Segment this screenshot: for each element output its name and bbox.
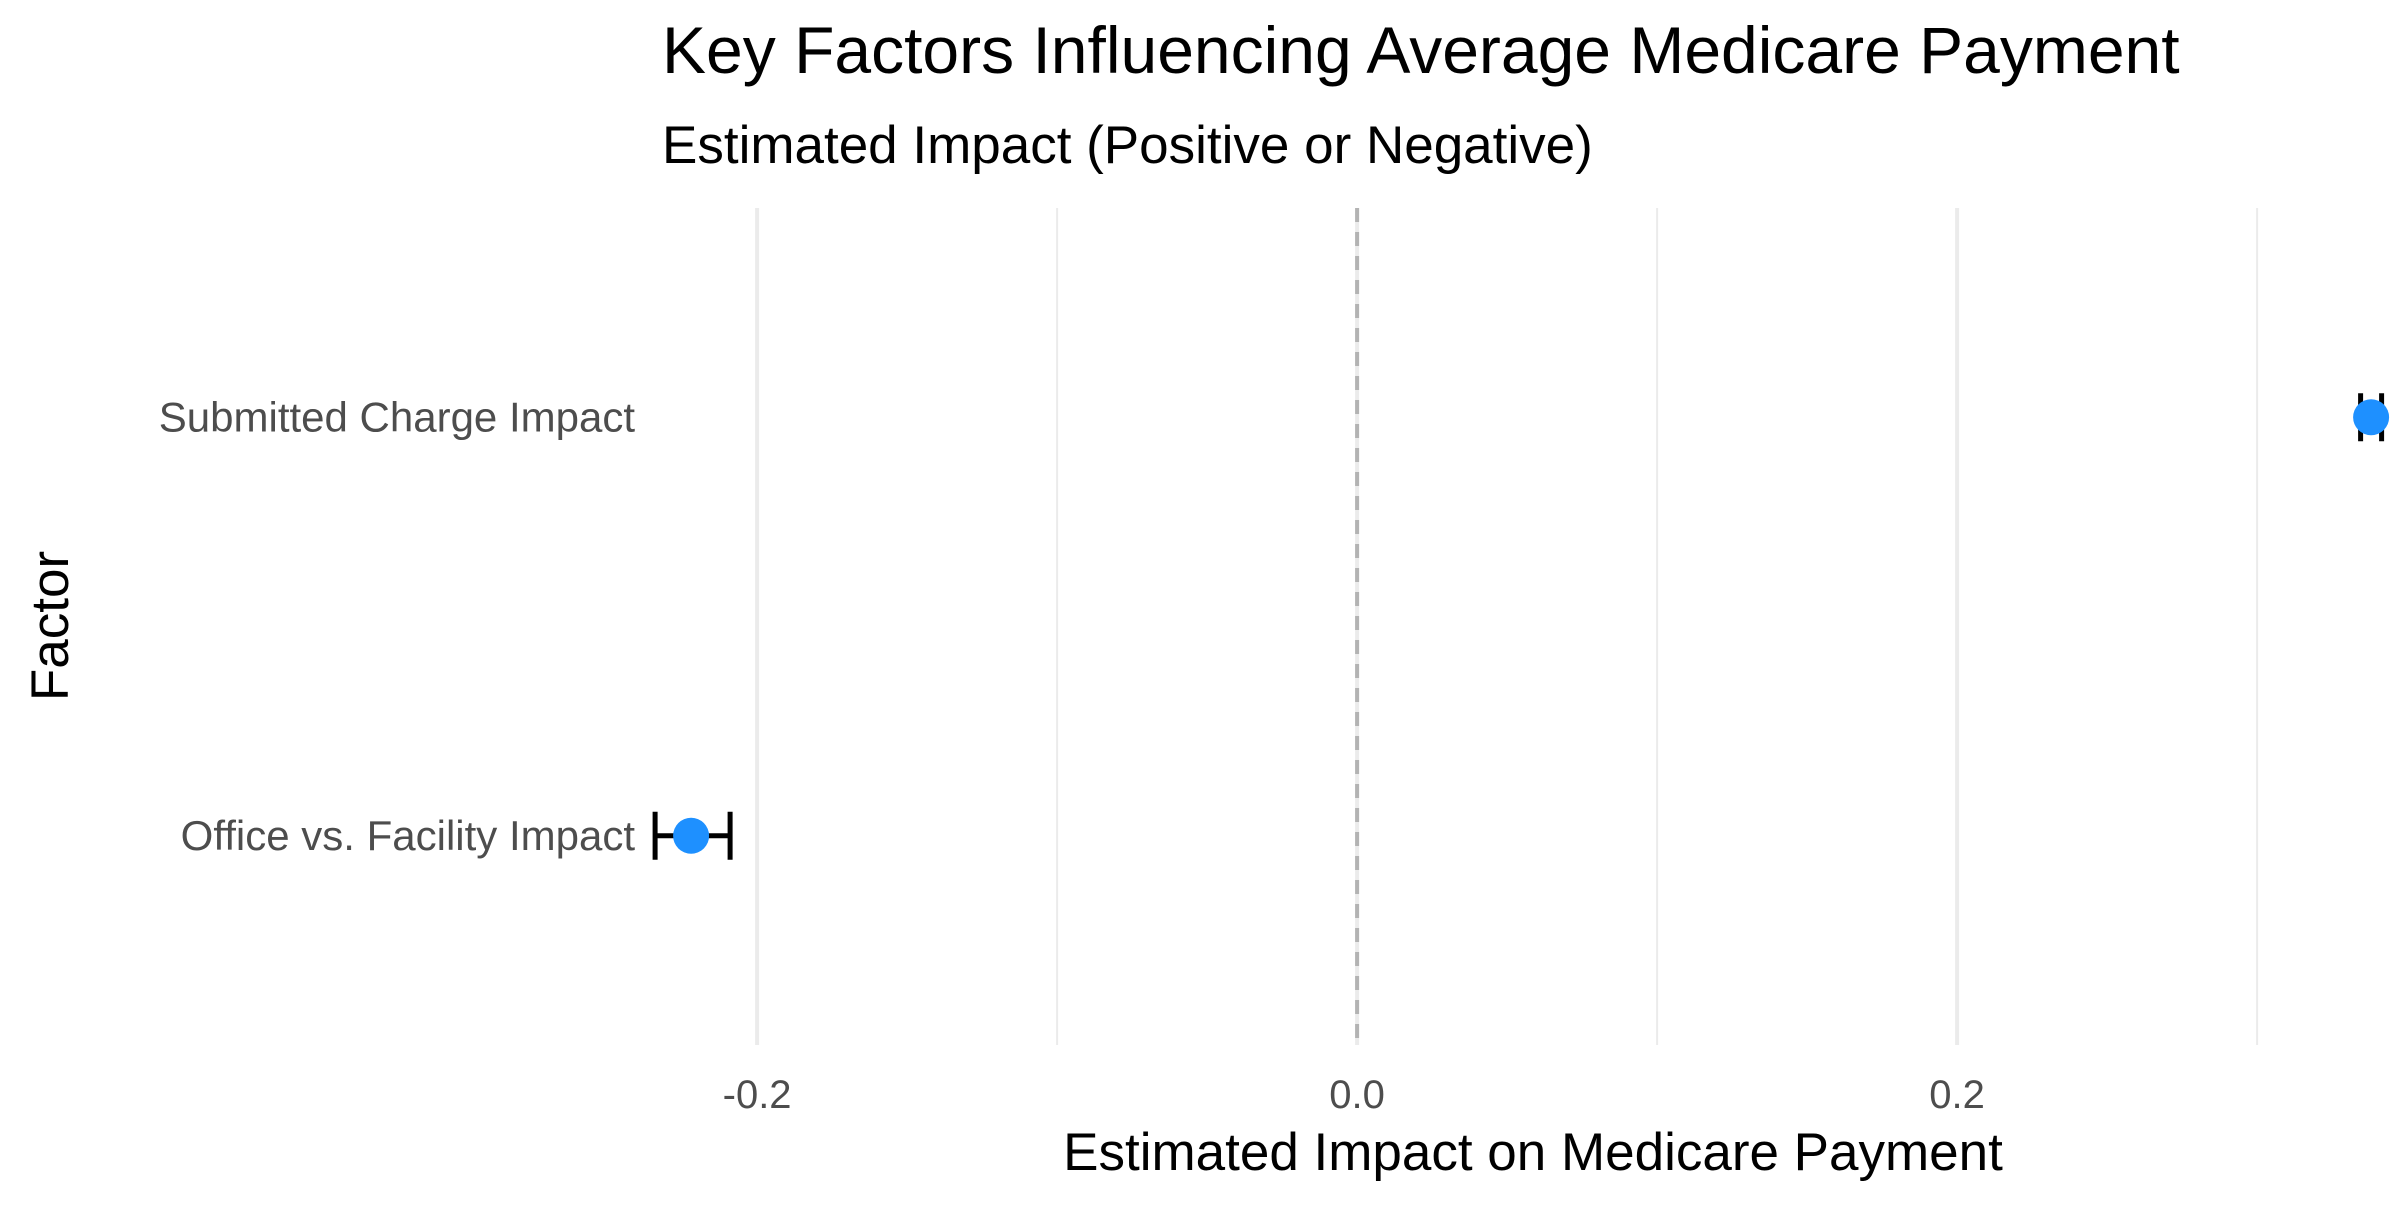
chart-title: Key Factors Influencing Average Medicare…	[662, 13, 2180, 87]
x-axis-tick-labels: -0.2 0.0 0.2	[723, 1073, 1985, 1117]
x-axis-label: Estimated Impact on Medicare Payment	[1063, 1123, 2003, 1182]
y-axis-label: Factor	[21, 551, 80, 701]
grid-lines	[755, 208, 2259, 1045]
y-tick-label: Submitted Charge Impact	[159, 393, 636, 440]
data-point	[2353, 399, 2390, 436]
data-point	[673, 817, 710, 854]
x-tick-label: 0.0	[1329, 1073, 1385, 1117]
x-tick-label: -0.2	[723, 1073, 792, 1117]
chart-subtitle: Estimated Impact (Positive or Negative)	[662, 116, 1593, 175]
y-tick-label: Office vs. Facility Impact	[181, 812, 636, 859]
y-axis-tick-labels: Submitted Charge Impact Office vs. Facili…	[159, 393, 636, 859]
x-tick-label: 0.2	[1929, 1073, 1985, 1117]
data-marks	[652, 393, 2390, 860]
